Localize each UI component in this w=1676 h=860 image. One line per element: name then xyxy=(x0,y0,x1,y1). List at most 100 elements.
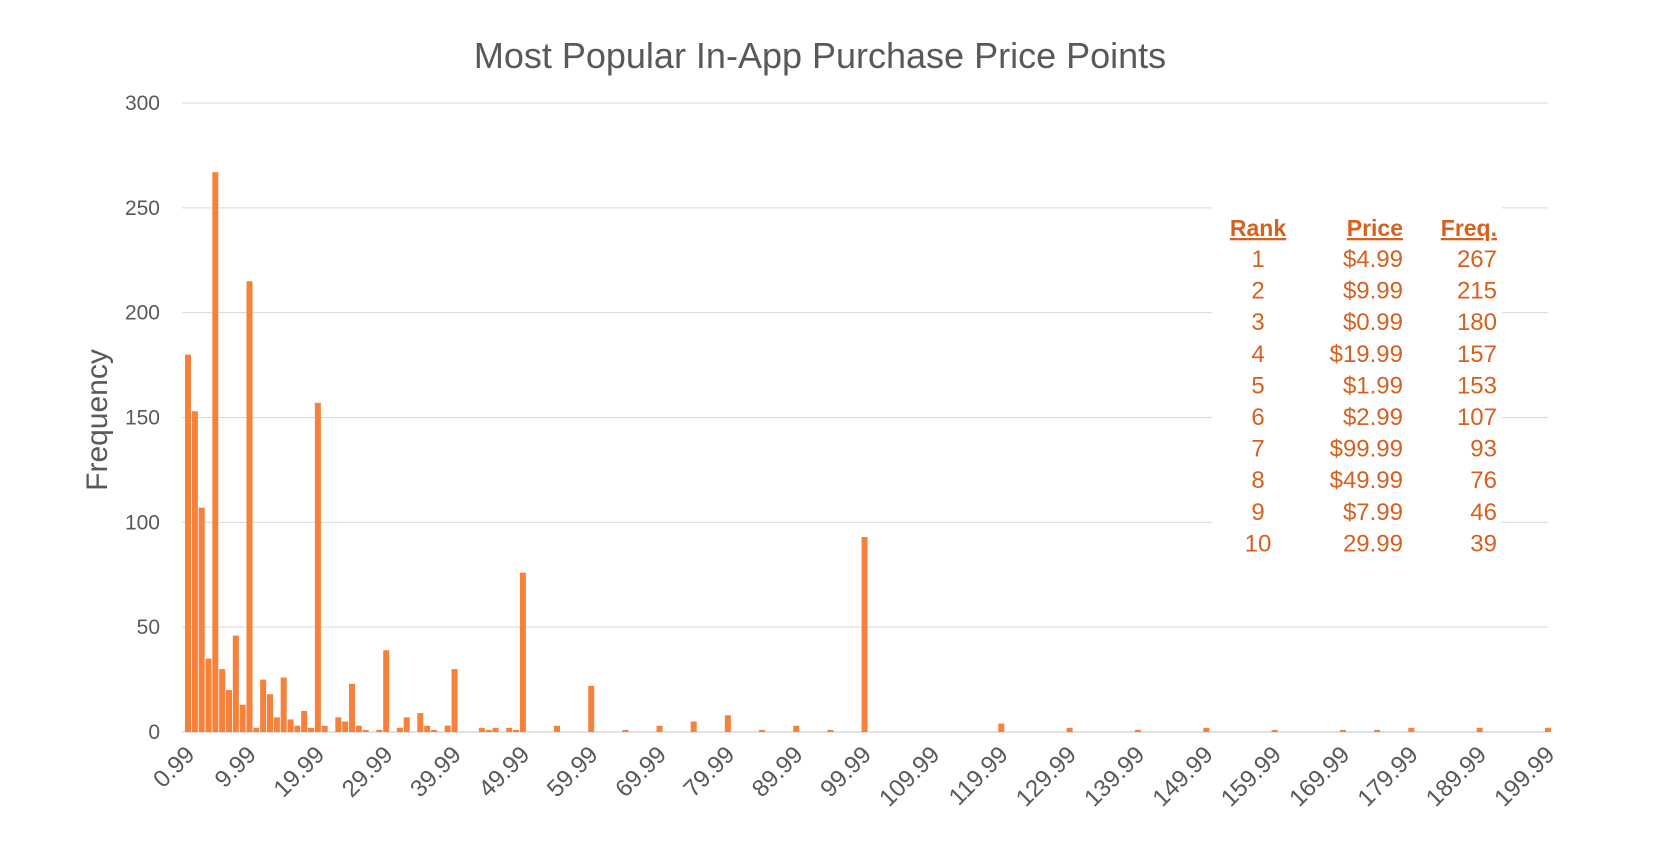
table-cell: $0.99 xyxy=(1343,309,1403,336)
table-cell: $19.99 xyxy=(1330,341,1403,368)
x-tick-label: 39.99 xyxy=(405,741,467,803)
table-cell: 39 xyxy=(1470,530,1497,557)
x-tick-label: 29.99 xyxy=(337,741,399,803)
table-cell: 46 xyxy=(1470,499,1497,526)
table-cell: 10 xyxy=(1245,530,1272,557)
y-tick-label: 300 xyxy=(125,92,160,115)
x-tick-label: 69.99 xyxy=(610,741,672,803)
bar xyxy=(1066,727,1073,732)
bar xyxy=(519,572,526,732)
rank-table: Rank Price Freq. 1 $4.99 267 2 $9.99 215 3 $0.99 18… xyxy=(1212,205,1502,565)
x-tick-label: 19.99 xyxy=(268,741,330,803)
y-tick-label: 200 xyxy=(125,302,160,325)
x-tick-label: 149.99 xyxy=(1148,741,1219,812)
x-tick-label: 189.99 xyxy=(1421,741,1492,812)
bar xyxy=(1271,729,1278,732)
table-cell: 180 xyxy=(1457,309,1497,336)
table-cell: $1.99 xyxy=(1343,372,1403,399)
bar xyxy=(1408,727,1415,732)
bar xyxy=(246,281,253,732)
bar xyxy=(424,725,431,732)
x-tick-label: 89.99 xyxy=(747,741,809,803)
bar xyxy=(260,679,267,732)
x-tick-label: 159.99 xyxy=(1216,741,1287,812)
bar xyxy=(554,725,561,732)
x-tick-label: 59.99 xyxy=(542,741,604,803)
x-axis-ticks: 0.99 9.99 19.99 29.99 39.99 49.99 59.99 69.99 79… xyxy=(148,741,1560,812)
y-tick-label: 50 xyxy=(137,616,160,639)
bar xyxy=(1134,729,1141,732)
bar xyxy=(280,677,287,732)
bar xyxy=(212,172,219,732)
table-cell: 29.99 xyxy=(1343,530,1403,557)
y-tick-label: 250 xyxy=(125,197,160,220)
table-cell: 157 xyxy=(1457,341,1497,368)
bar xyxy=(349,683,356,732)
table-cell: 5 xyxy=(1251,372,1264,399)
bar xyxy=(273,717,280,732)
table-cell: $9.99 xyxy=(1343,278,1403,305)
bar xyxy=(444,725,451,732)
bar xyxy=(355,725,362,732)
bar xyxy=(294,725,301,732)
bar xyxy=(362,729,369,732)
x-tick-label: 99.99 xyxy=(815,741,877,803)
bar xyxy=(191,411,198,732)
bar xyxy=(308,727,315,732)
bar xyxy=(656,725,663,732)
table-cell: $7.99 xyxy=(1343,499,1403,526)
bar xyxy=(1476,727,1483,732)
bar xyxy=(321,725,328,732)
bar xyxy=(267,694,274,732)
bar xyxy=(1203,727,1210,732)
table-cell: 8 xyxy=(1251,467,1264,494)
bar xyxy=(759,729,766,732)
bar xyxy=(1544,727,1551,732)
table-header: Price xyxy=(1347,215,1403,241)
table-cell: 215 xyxy=(1457,278,1497,305)
bar xyxy=(1374,729,1381,732)
bar xyxy=(690,721,697,732)
x-tick-label: 109.99 xyxy=(874,741,945,812)
bar xyxy=(485,729,492,732)
x-tick-label: 119.99 xyxy=(944,741,1014,811)
bar xyxy=(205,658,212,732)
x-tick-label: 169.99 xyxy=(1284,741,1355,812)
bar xyxy=(431,729,438,732)
bar xyxy=(998,723,1005,732)
bar xyxy=(342,721,349,732)
table-cell: 3 xyxy=(1251,309,1264,336)
chart-title: Most Popular In-App Purchase Price Point… xyxy=(474,35,1166,76)
bar xyxy=(588,685,595,732)
grid xyxy=(182,102,1548,733)
bar xyxy=(239,704,246,732)
table-cell: 153 xyxy=(1457,372,1497,399)
table-cell: 9 xyxy=(1251,499,1264,526)
bar xyxy=(314,402,321,732)
bar xyxy=(219,669,226,732)
bar xyxy=(301,711,308,732)
bar xyxy=(184,354,191,732)
x-tick-label: 179.99 xyxy=(1353,741,1424,812)
table-cell: 4 xyxy=(1251,341,1264,368)
bar xyxy=(226,690,233,732)
y-axis-ticks: 0 50 100 150 200 250 300 xyxy=(125,92,160,744)
x-tick-label: 139.99 xyxy=(1079,741,1150,812)
x-tick-label: 199.99 xyxy=(1489,741,1560,812)
bar xyxy=(622,729,629,732)
x-tick-label: 49.99 xyxy=(474,741,536,803)
bar xyxy=(513,729,520,732)
y-tick-label: 100 xyxy=(125,511,160,534)
bar xyxy=(1339,729,1346,732)
bar xyxy=(198,507,205,732)
bar xyxy=(383,650,390,732)
bar xyxy=(232,635,239,732)
table-cell: 7 xyxy=(1251,436,1264,463)
bar xyxy=(861,537,868,732)
x-tick-label: 79.99 xyxy=(679,741,741,803)
bars xyxy=(184,172,1551,732)
table-cell: 93 xyxy=(1470,436,1497,463)
bar xyxy=(724,715,731,732)
table-cell: $99.99 xyxy=(1330,436,1403,463)
table-cell: 1 xyxy=(1251,246,1264,273)
